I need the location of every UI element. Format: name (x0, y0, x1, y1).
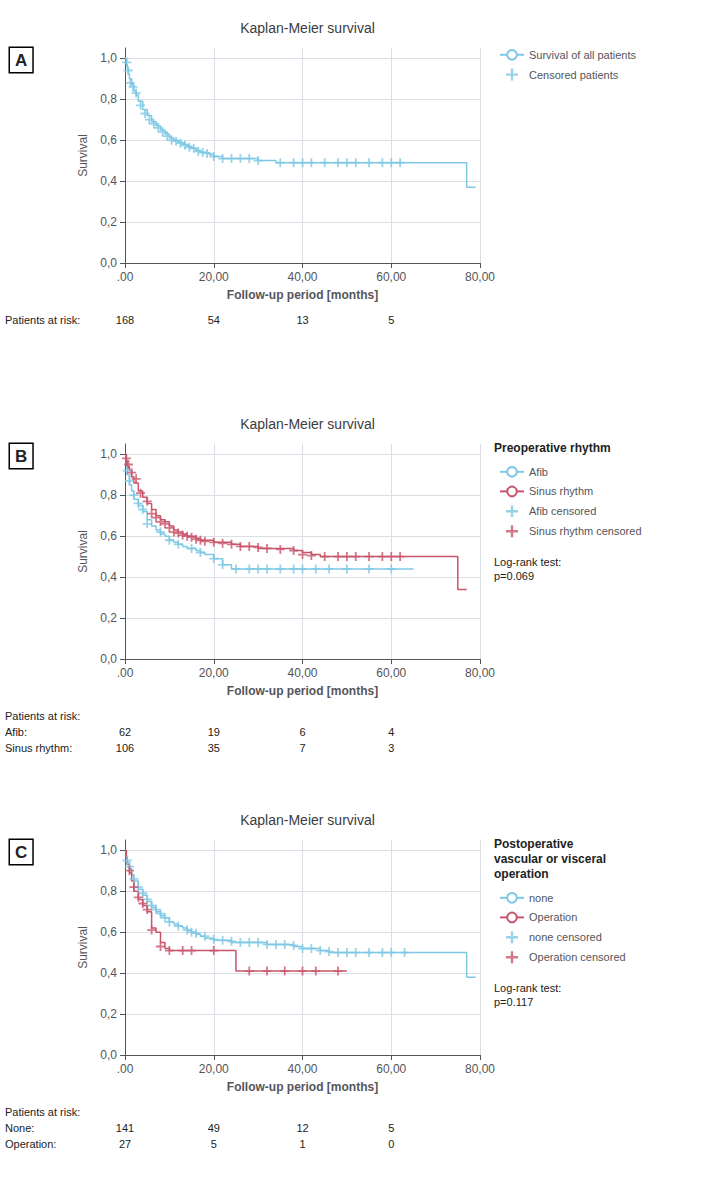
svg-text:20,00: 20,00 (199, 1062, 229, 1076)
svg-text:12: 12 (296, 1122, 308, 1134)
svg-text:80,00: 80,00 (465, 1062, 495, 1076)
svg-text:Sinus rhythm censored: Sinus rhythm censored (529, 525, 642, 537)
svg-text:0,4: 0,4 (100, 966, 117, 980)
svg-text:60,00: 60,00 (376, 270, 406, 284)
svg-text:Postoperative: Postoperative (494, 837, 574, 851)
svg-text:Log-rank test:: Log-rank test: (494, 556, 561, 568)
svg-text:0,8: 0,8 (100, 488, 117, 502)
svg-text:106: 106 (116, 742, 134, 754)
svg-text:Patients at risk:: Patients at risk: (5, 314, 80, 326)
svg-text:1: 1 (299, 1138, 305, 1150)
svg-text:Survival: Survival (76, 530, 90, 573)
svg-text:27: 27 (119, 1138, 131, 1150)
svg-text:Sinus rhythm: Sinus rhythm (529, 485, 593, 497)
svg-text:1,0: 1,0 (100, 51, 117, 65)
svg-text:.00: .00 (117, 270, 134, 284)
svg-text:Survival of all patients: Survival of all patients (529, 49, 636, 61)
svg-text:80,00: 80,00 (465, 666, 495, 680)
svg-text:62: 62 (119, 726, 131, 738)
svg-text:vascular or visceral: vascular or visceral (494, 852, 606, 866)
svg-text:0,2: 0,2 (100, 611, 117, 625)
svg-text:0,4: 0,4 (100, 174, 117, 188)
svg-text:49: 49 (208, 1122, 220, 1134)
svg-text:0,6: 0,6 (100, 925, 117, 939)
svg-text:Kaplan-Meier survival: Kaplan-Meier survival (240, 20, 375, 36)
svg-text:60,00: 60,00 (376, 666, 406, 680)
svg-text:13: 13 (296, 314, 308, 326)
svg-text:Operation: Operation (529, 911, 577, 923)
svg-text:Follow-up period [months]: Follow-up period [months] (227, 288, 378, 302)
svg-text:5: 5 (211, 1138, 217, 1150)
svg-text:20,00: 20,00 (199, 270, 229, 284)
svg-text:0,0: 0,0 (100, 256, 117, 270)
svg-text:Kaplan-Meier survival: Kaplan-Meier survival (240, 416, 375, 432)
svg-text:B: B (15, 447, 27, 466)
svg-text:0,8: 0,8 (100, 92, 117, 106)
svg-text:7: 7 (299, 742, 305, 754)
svg-text:40,00: 40,00 (287, 1062, 317, 1076)
svg-text:0,6: 0,6 (100, 133, 117, 147)
svg-text:A: A (15, 51, 27, 70)
svg-text:p=0.117: p=0.117 (494, 996, 533, 1008)
svg-text:0,2: 0,2 (100, 1007, 117, 1021)
svg-text:0: 0 (388, 1138, 394, 1150)
svg-text:Censored patients: Censored patients (529, 69, 619, 81)
svg-text:Log-rank test:: Log-rank test: (494, 982, 561, 994)
svg-text:Operation censored: Operation censored (529, 951, 626, 963)
svg-text:Preoperative rhythm: Preoperative rhythm (494, 441, 611, 455)
svg-text:0,2: 0,2 (100, 215, 117, 229)
svg-text:40,00: 40,00 (287, 666, 317, 680)
svg-text:54: 54 (208, 314, 220, 326)
svg-text:1,0: 1,0 (100, 447, 117, 461)
svg-text:1,0: 1,0 (100, 843, 117, 857)
svg-text:60,00: 60,00 (376, 1062, 406, 1076)
svg-text:None:: None: (5, 1122, 34, 1134)
svg-text:0,6: 0,6 (100, 529, 117, 543)
svg-text:C: C (15, 843, 27, 862)
svg-text:19: 19 (208, 726, 220, 738)
svg-text:3: 3 (388, 742, 394, 754)
svg-text:0,4: 0,4 (100, 570, 117, 584)
svg-text:Afib: Afib (529, 466, 548, 478)
svg-text:168: 168 (116, 314, 134, 326)
svg-text:Kaplan-Meier survival: Kaplan-Meier survival (240, 812, 375, 828)
svg-text:Survival: Survival (76, 134, 90, 177)
svg-text:Operation:: Operation: (5, 1138, 56, 1150)
svg-text:6: 6 (299, 726, 305, 738)
svg-text:80,00: 80,00 (465, 270, 495, 284)
svg-text:none censored: none censored (529, 931, 602, 943)
svg-text:.00: .00 (117, 1062, 134, 1076)
svg-text:5: 5 (388, 314, 394, 326)
svg-text:0,0: 0,0 (100, 1048, 117, 1062)
svg-text:none: none (529, 892, 553, 904)
svg-text:operation: operation (494, 867, 549, 881)
svg-text:p=0.069: p=0.069 (494, 570, 534, 582)
svg-text:40,00: 40,00 (287, 270, 317, 284)
svg-text:0,0: 0,0 (100, 652, 117, 666)
svg-text:Follow-up period [months]: Follow-up period [months] (227, 684, 378, 698)
svg-text:.00: .00 (117, 666, 134, 680)
svg-text:Afib censored: Afib censored (529, 505, 596, 517)
svg-text:Patients at risk:: Patients at risk: (5, 710, 80, 722)
svg-text:141: 141 (116, 1122, 134, 1134)
svg-text:5: 5 (388, 1122, 394, 1134)
svg-text:Sinus rhythm:: Sinus rhythm: (5, 742, 72, 754)
svg-text:Survival: Survival (76, 926, 90, 969)
svg-text:Patients at risk:: Patients at risk: (5, 1106, 80, 1118)
svg-text:Afib:: Afib: (5, 726, 27, 738)
svg-text:Follow-up period [months]: Follow-up period [months] (227, 1080, 378, 1094)
svg-text:4: 4 (388, 726, 394, 738)
svg-text:20,00: 20,00 (199, 666, 229, 680)
svg-text:35: 35 (208, 742, 220, 754)
svg-text:0,8: 0,8 (100, 884, 117, 898)
